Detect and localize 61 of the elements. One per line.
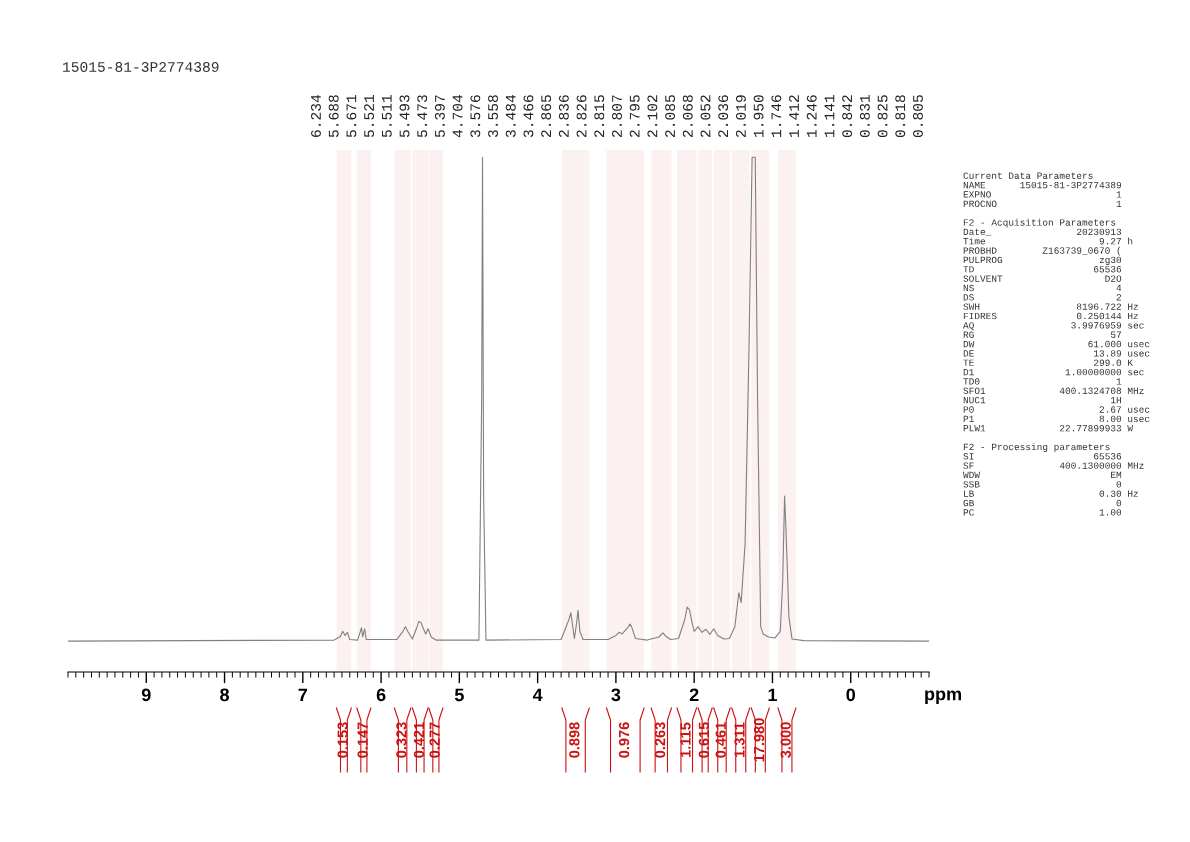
band-label: 0.615 — [698, 722, 710, 758]
x-tick-label: 3 — [611, 688, 621, 702]
text: 1.246 — [806, 95, 817, 137]
band-label: 0.277 — [429, 722, 440, 758]
text: 4.704 — [452, 94, 463, 138]
text: 2.826 — [576, 95, 587, 137]
band-label: 1.311 — [734, 722, 745, 757]
text: 2.807 — [612, 95, 622, 137]
x-tick-label: 8 — [220, 688, 230, 702]
band-label: 0.461 — [715, 722, 726, 758]
x-tick-label: 4 — [532, 688, 543, 702]
text: 0.842 — [842, 95, 853, 138]
text: 5.511 — [381, 94, 392, 138]
text: 2.085 — [665, 95, 676, 137]
text: 15015-81-3P2774389 — [63, 62, 219, 72]
x-tick-label: 6 — [376, 688, 386, 702]
text: 5.397 — [434, 95, 445, 138]
text: 3.576 — [470, 95, 481, 138]
text: 5.521 — [364, 94, 375, 138]
text: 1.950 — [753, 95, 764, 137]
text: 2.865 — [541, 95, 552, 137]
band-label: 17.980 — [753, 718, 765, 762]
band-label: 0.263 — [654, 722, 666, 758]
text: 5.688 — [328, 95, 339, 138]
text: 5.473 — [417, 95, 428, 138]
text: 0.818 — [895, 95, 906, 138]
text: 2.102 — [647, 95, 658, 137]
x-tick-label: 0 — [846, 688, 856, 702]
text: 1.141 — [824, 94, 835, 137]
x-tick-label: 5 — [454, 688, 464, 702]
band-label: 3.000 — [780, 722, 791, 758]
band-label: 1.115 — [680, 722, 691, 757]
band-label: 0.421 — [413, 722, 425, 758]
text: 3.558 — [488, 95, 498, 138]
text: 0.825 — [877, 95, 888, 138]
text: 0.831 — [859, 94, 870, 138]
text: 5.493 — [399, 95, 410, 138]
text: 3.466 — [523, 95, 534, 138]
band-label: 0.323 — [396, 722, 407, 758]
band-label: 0.976 — [618, 722, 630, 758]
text: 2.019 — [735, 95, 746, 137]
x-tick-label: 1 — [768, 688, 777, 702]
text: 6.234 — [311, 94, 321, 137]
text: 2.836 — [558, 95, 569, 137]
x-tick-label: 9 — [141, 688, 151, 702]
band-label: 0.898 — [569, 722, 580, 758]
x-tick-label: 2 — [689, 688, 699, 702]
text: 2.036 — [718, 95, 729, 137]
text: 1.746 — [771, 95, 782, 137]
text: 5.671 — [346, 94, 357, 138]
x-axis-title: ppm — [925, 690, 961, 704]
text: 3.484 — [505, 94, 516, 138]
text: 1.412 — [789, 95, 799, 137]
text: 2.052 — [700, 95, 711, 137]
text: 2.815 — [594, 95, 605, 137]
x-tick-label: 7 — [298, 688, 308, 702]
band-label: 0.147 — [357, 722, 368, 758]
text: Current Data Parameters NAME 15015-81-3P2774389 EXPNO 1 PROCNO 1 F2 - Acquisition Parameters Date_ 20230913 Time 9.27 h PROBHD Z163739_0670 ( PULPROG zg30 TD 65536 SOLVENT D2O NS 4 DS 2 SWH 8196.722 Hz FIDRES 0.250144 Hz AQ 3.9976959 sec RG 57 DW 61.000 usec DE 13.89 usec TE 299.0 K D1 1.00000000 sec TD0 1 SFO1 400.1324708 MHz NUC1 1H P0 2.67 usec P1 8.00 usec PLW1 22.77899933 W F2 - Processing parameters SI 65536 SF 400.1300000 MHz WDW EM SSB 0 LB 0.30 Hz GB 0 PC 1.00 — [963, 172, 1150, 516]
text: 2.068 — [682, 95, 693, 137]
text: 0.805 — [913, 95, 923, 138]
text: 2.795 — [629, 95, 640, 137]
